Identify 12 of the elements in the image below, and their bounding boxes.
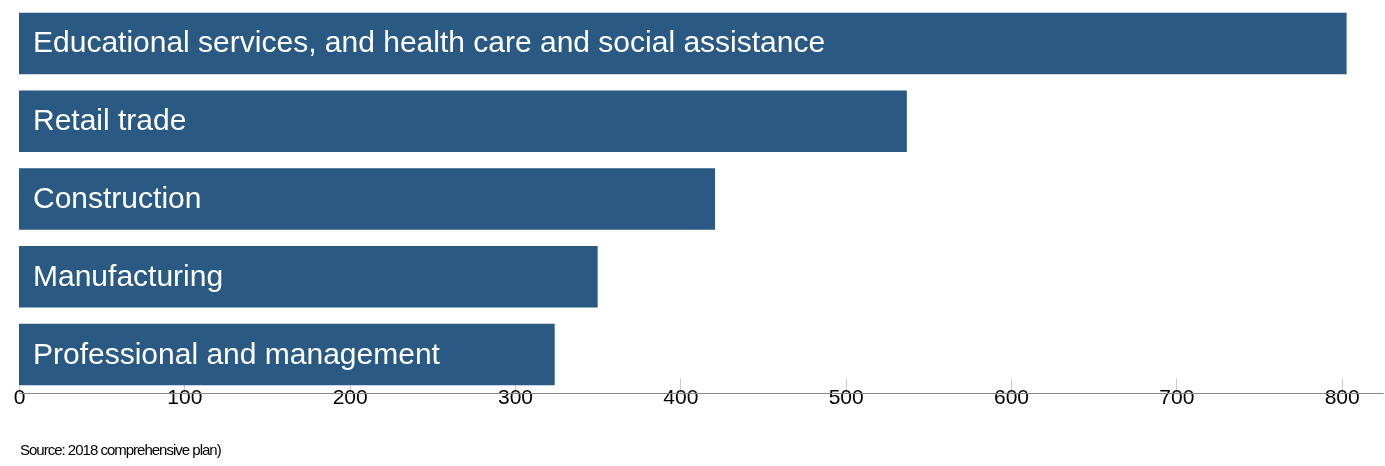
y-tick-label: Professional and management [33,336,441,370]
bar [19,12,1347,75]
y-tick-label: Construction [33,181,202,214]
bar [19,246,598,308]
x-tick-label: 0 [13,384,26,408]
source-note: Source: 2018 comprehensive plan) [20,441,221,458]
bar [19,168,716,230]
y-tick-label: Manufacturing [33,258,224,292]
bar [19,90,907,152]
x-tick-label: 600 [993,384,1030,408]
y-tick-label: Retail trade [33,103,187,137]
y-tick-label: Educational services, and health care and social assistance [33,25,826,59]
